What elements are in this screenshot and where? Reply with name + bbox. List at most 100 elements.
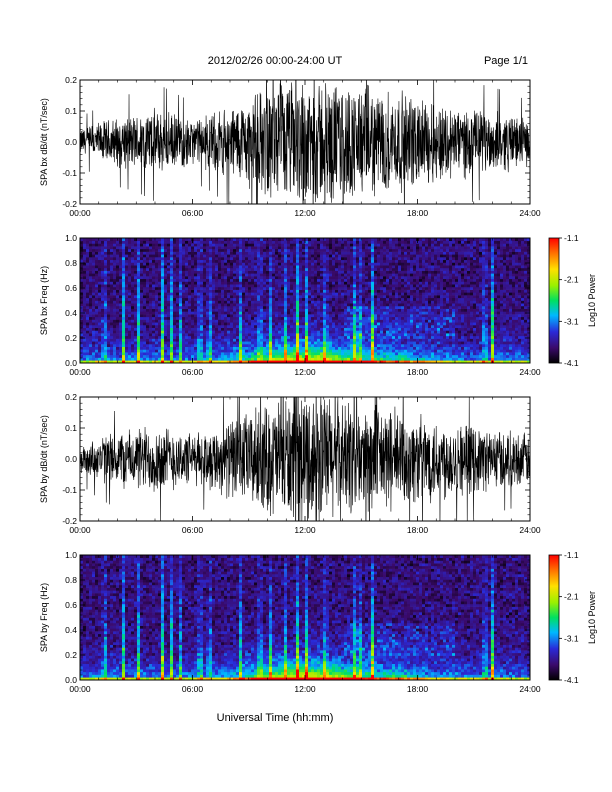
spectrogram-cell [263,276,267,280]
spectrogram-cell [137,276,141,280]
spectrogram-cell [224,267,228,271]
spectrogram-cell [248,338,252,342]
spectrogram-cell [281,360,285,364]
spectrogram-cell [362,270,366,274]
spectrogram-cell [302,357,306,361]
spectrogram-cell [86,319,90,323]
spectrogram-cell [218,311,222,315]
spectrogram-cell [107,292,111,296]
spectrogram-cell [245,352,249,356]
spectrogram-cell [185,295,189,299]
spectrogram-cell [158,259,162,263]
spectrogram-cell [389,324,393,328]
spectrogram-cell [227,346,231,350]
spectrogram-cell [374,267,378,271]
spectrogram-cell [170,289,174,293]
spectrogram-cell [371,322,375,326]
spectrogram-cell [326,240,330,244]
spectrogram-cell [314,270,318,274]
spectrogram-cell [167,240,171,244]
spectrogram-cell [152,327,156,331]
spectrogram-cell [95,238,99,242]
spectrogram-cell [248,246,252,250]
spectrogram-cell [194,314,198,318]
spectrogram-cell [314,333,318,337]
spectrogram-cell [194,286,198,290]
spectrogram-cell [365,254,369,258]
spectrogram-cell [143,289,147,293]
spectrogram-cell [161,273,165,277]
spectrogram-cell [371,305,375,309]
spectrogram-cell [131,246,135,250]
spectrogram-cell [101,305,105,309]
spectrogram-cell [161,341,165,345]
spectrogram-cell [365,343,369,347]
spectrogram-cell [344,254,348,258]
spectrogram-cell [341,346,345,350]
spectrogram-cell [302,324,306,328]
spectrogram-cell [203,246,207,250]
spectrogram-cell [104,330,108,334]
spectrogram-cell [89,314,93,318]
spectrogram-cell [326,319,330,323]
spectrogram-cell [284,246,288,250]
spectrogram-cell [266,338,270,342]
spectrogram-cell [257,243,261,247]
spectrogram-cell [263,322,267,326]
spectrogram-cell [86,284,90,288]
spectrogram-cell [86,270,90,274]
spectrogram-cell [143,360,147,364]
spectrogram-cell [263,284,267,288]
spectrogram-cell [380,257,384,261]
spectrogram-cell [227,314,231,318]
spectrogram-cell [110,259,114,263]
spectrogram-cell [335,284,339,288]
spectrogram-cell [152,254,156,258]
spectrogram-cell [314,346,318,350]
spectrogram-cell [167,254,171,258]
spectrogram-cell [344,354,348,358]
spectrogram-cell [299,357,303,361]
spectrogram-cell [233,319,237,323]
spectrogram-cell [341,297,345,301]
spectrogram-cell [386,333,390,337]
spectrogram-cell [299,338,303,342]
spectrogram-cell [254,338,258,342]
spectrogram-cell [164,346,168,350]
spectrogram-cell [155,343,159,347]
spectrogram-cell [86,314,90,318]
spectrogram-cell [86,251,90,255]
spectrogram-cell [143,295,147,299]
spectrogram-cell [104,240,108,244]
spectrogram-cell [161,327,165,331]
spectrogram-cell [179,295,183,299]
spectrogram-cell [290,305,294,309]
spectrogram-cell [386,324,390,328]
spectrogram-cell [239,265,243,269]
spectrogram-cell [239,238,243,242]
spectrogram-cell [305,248,309,252]
spectrogram-cell [197,346,201,350]
spectrogram-cell [107,314,111,318]
spectrogram-cell [98,319,102,323]
spectrogram-cell [194,343,198,347]
spectrogram-cell [290,246,294,250]
spectrogram-cell [221,246,225,250]
spectrogram-cell [155,327,159,331]
spectrogram-cell [197,308,201,312]
spectrogram-cell [179,265,183,269]
spectrogram-cell [242,338,246,342]
spectrogram-cell [359,343,363,347]
spectrogram-cell [146,300,150,304]
spectrogram-cell [134,316,138,320]
spectrogram-cell [134,338,138,342]
spectrogram-cell [83,300,87,304]
spectrogram-cell [281,259,285,263]
spectrogram-cell [350,297,354,301]
spectrogram-cell [149,278,153,282]
spectrogram-cell [146,248,150,252]
spectrogram-cell [254,341,258,345]
spectrogram-cell [197,284,201,288]
spectrogram-cell [263,295,267,299]
spectrogram-cell [224,297,228,301]
